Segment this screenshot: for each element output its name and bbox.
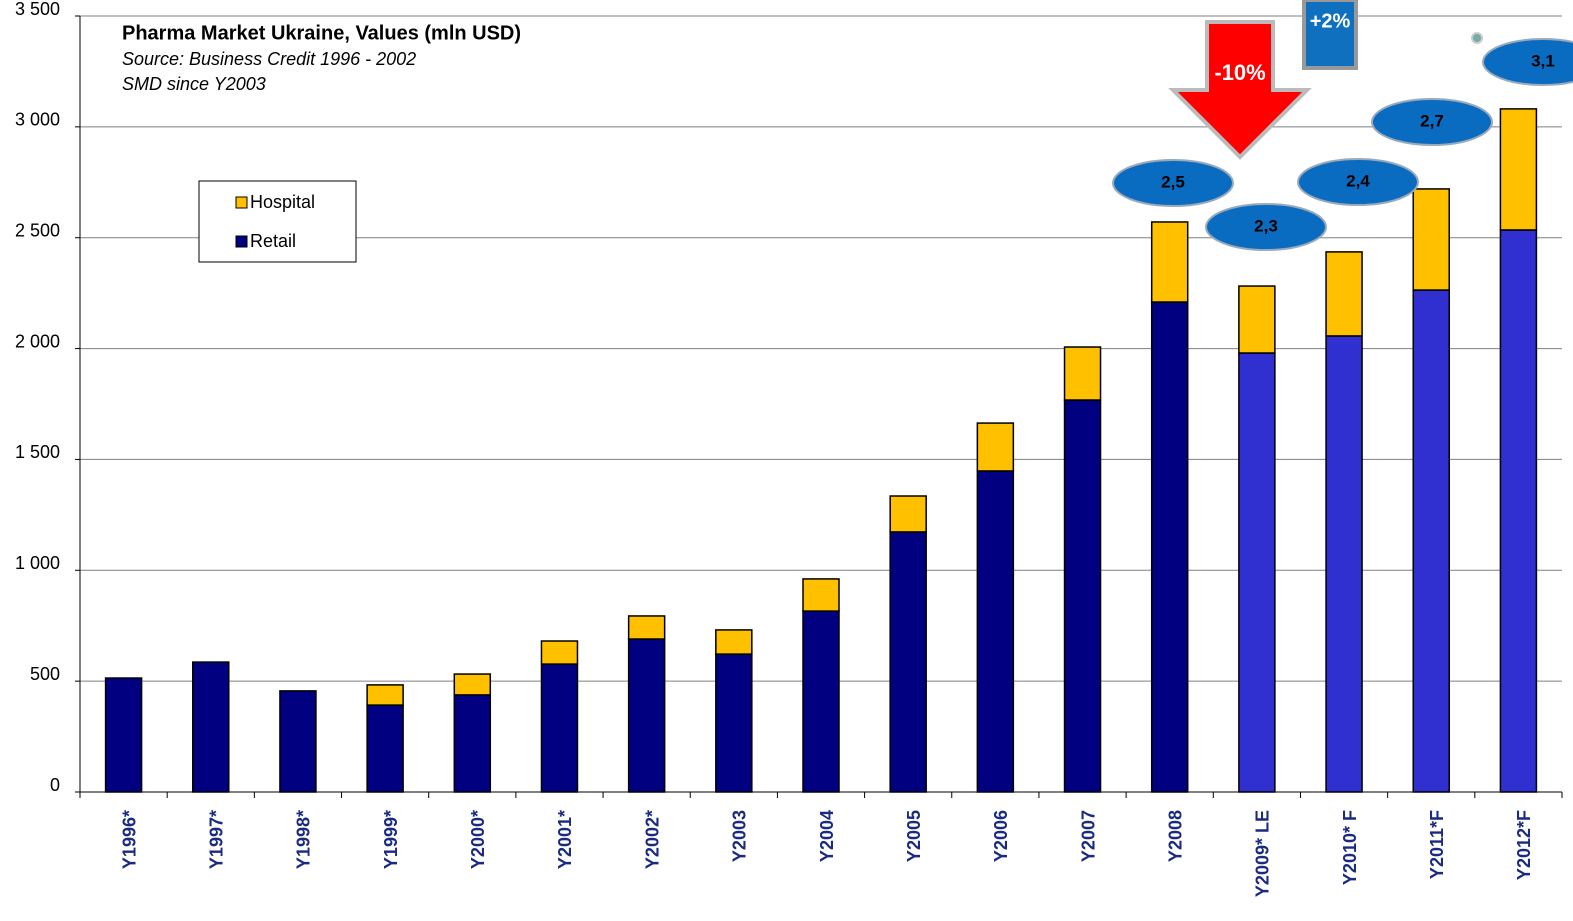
bar-segment [1325, 335, 1363, 793]
x-tick-label: Y2004 [817, 810, 837, 862]
bar-segment [1412, 289, 1450, 793]
bar-segment [1412, 188, 1450, 291]
x-tick-label: Y1998* [294, 810, 314, 869]
legend-label: Retail [250, 231, 296, 251]
x-tick-label: Y2010* F [1340, 810, 1360, 885]
arrow-up [1302, 0, 1358, 70]
x-tick-label: Y2005 [904, 810, 924, 862]
bar-segment [802, 610, 840, 793]
bar-segment [366, 704, 404, 793]
annotation-bubble [1371, 98, 1493, 146]
legend-box [198, 180, 357, 263]
arrow-label: +2% [1310, 10, 1351, 32]
bar-segment [104, 677, 143, 793]
annotation-label: 2,4 [1346, 171, 1370, 190]
bar-segment [889, 531, 927, 793]
bar-segment [1325, 251, 1363, 337]
bar-segment [976, 470, 1015, 793]
x-tick-label: Y2000* [468, 810, 488, 869]
bar-segment [279, 690, 317, 793]
annotation-label: 2,3 [1254, 216, 1278, 235]
x-tick-label: Y2011*F [1427, 810, 1447, 879]
bar-segment [802, 578, 840, 612]
bar-segment [715, 629, 753, 655]
bar-segment [453, 694, 492, 793]
legend-swatch [235, 235, 248, 248]
annotation-label: 2,7 [1420, 111, 1444, 130]
bar-segment [1063, 346, 1102, 401]
annotation-label: 3,1 [1531, 51, 1555, 70]
chart-subtitle: Source: Business Credit 1996 - 2002 [122, 49, 416, 69]
arrow-down [1168, 20, 1312, 160]
chart-subtitle: SMD since Y2003 [122, 74, 266, 94]
bar-segment [192, 661, 230, 793]
annotation-label: 2,5 [1161, 172, 1185, 191]
x-tick-label: Y1996* [119, 810, 139, 869]
x-tick-label: Y2008 [1165, 810, 1185, 862]
x-tick-label: Y1997* [207, 810, 227, 869]
legend-swatch [235, 196, 248, 209]
x-tick-label: Y2007 [1078, 810, 1098, 862]
bar-segment [1499, 108, 1538, 231]
x-tick-label: Y1999* [381, 810, 401, 869]
y-tick-label: 1 500 [15, 442, 60, 462]
y-tick-label: 500 [30, 664, 60, 684]
legend-label: Hospital [250, 192, 315, 212]
annotation-bubble [1112, 159, 1234, 207]
dot [1471, 32, 1483, 44]
annotation-bubble [1482, 38, 1573, 86]
y-tick-label: 0 [50, 775, 60, 795]
bar-segment [453, 673, 492, 696]
bar-segment [1150, 301, 1189, 793]
bar-segment [1238, 285, 1276, 354]
y-tick-label: 2 000 [15, 331, 60, 351]
bar-segment [1238, 352, 1276, 793]
annotation-bubble [1205, 203, 1327, 251]
annotation-bubble [1297, 158, 1419, 206]
bar-segment [1150, 221, 1189, 303]
bar-segment [1063, 399, 1102, 793]
bar-segment [366, 684, 404, 706]
arrow-label: -10% [1214, 60, 1265, 85]
bar-segment [627, 638, 666, 793]
bar-segment [627, 615, 666, 640]
x-tick-label: Y2003 [730, 810, 750, 862]
bar-segment [540, 663, 579, 793]
y-tick-label: 3 000 [15, 110, 60, 130]
y-tick-label: 2 500 [15, 220, 60, 240]
x-tick-label: Y2002* [642, 810, 662, 869]
x-tick-label: Y2006 [991, 810, 1011, 862]
x-tick-label: Y2012*F [1514, 810, 1534, 880]
bar-segment [976, 422, 1015, 472]
y-tick-label: 1 000 [15, 553, 60, 573]
bar-segment [1499, 229, 1538, 793]
bar-segment [889, 495, 927, 533]
bar-segment [540, 640, 579, 665]
x-tick-label: Y2009* LE [1253, 810, 1273, 897]
x-tick-label: Y2001* [555, 810, 575, 869]
bar-segment [715, 653, 753, 793]
y-tick-label: 3 500 [15, 0, 60, 19]
chart-title: Pharma Market Ukraine, Values (mln USD) [122, 22, 521, 44]
